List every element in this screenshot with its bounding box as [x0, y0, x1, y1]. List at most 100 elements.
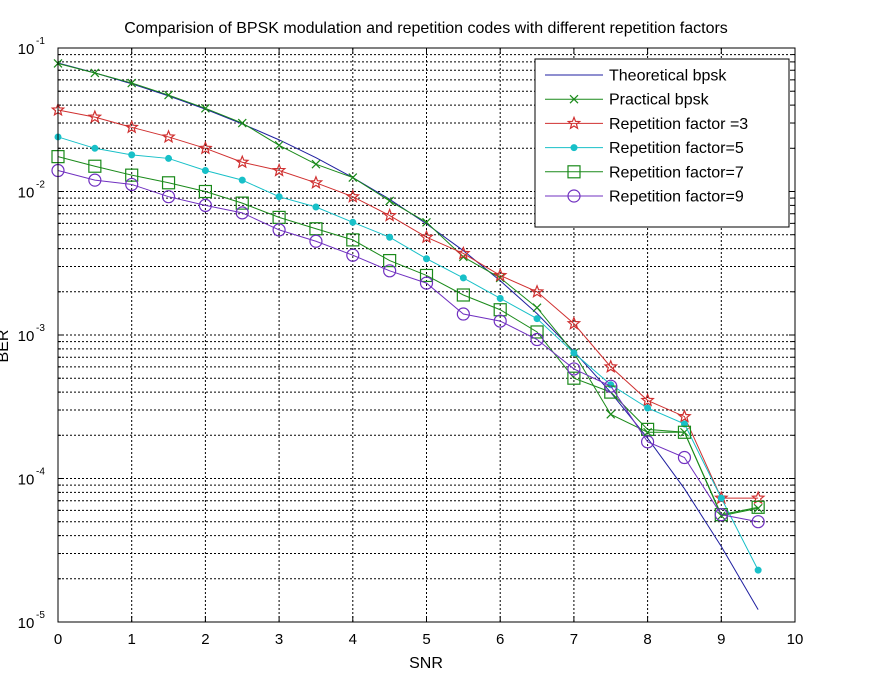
y-tick-exponent: -5	[36, 610, 45, 621]
series-group	[50, 59, 766, 610]
data-point	[567, 189, 581, 203]
data-point	[311, 159, 321, 169]
legend-entry: Theoretical bpsk	[545, 68, 727, 85]
x-tick-label: 7	[570, 631, 578, 648]
chart-title: Comparision of BPSK modulation and repet…	[124, 20, 728, 37]
data-point	[349, 218, 357, 226]
data-point	[198, 198, 212, 213]
data-point	[567, 371, 581, 385]
x-tick-label: 4	[349, 631, 357, 648]
series-line	[57, 136, 759, 571]
data-point	[124, 119, 139, 134]
data-point	[644, 404, 652, 412]
data-point	[754, 566, 762, 574]
legend-entry: Practical bpsk	[545, 92, 710, 109]
data-point	[422, 217, 431, 227]
legend-label: Repetition factor=5	[609, 140, 744, 157]
y-tick-label: 10	[18, 41, 35, 58]
legend-label: Theoretical bpsk	[609, 68, 727, 85]
legend-entry: Repetition factor=5	[545, 140, 744, 157]
data-point	[345, 189, 361, 203]
data-point	[198, 140, 213, 155]
data-point	[496, 294, 504, 302]
data-point	[348, 173, 358, 183]
data-point	[346, 248, 360, 262]
data-point	[237, 118, 247, 128]
data-point	[570, 349, 578, 357]
data-point	[530, 332, 544, 347]
data-point	[456, 245, 471, 260]
data-point	[235, 206, 249, 220]
data-point	[385, 196, 395, 206]
data-point	[200, 103, 210, 113]
y-tick-label: 10	[18, 472, 35, 489]
data-point	[382, 207, 397, 222]
data-point	[125, 168, 139, 182]
data-point	[312, 203, 320, 211]
series-line	[57, 109, 759, 499]
x-tick-label: 3	[275, 631, 283, 648]
data-point	[419, 229, 434, 244]
x-tick-label: 0	[54, 631, 62, 648]
data-point	[640, 435, 655, 449]
legend-label: Repetition factor=9	[609, 189, 744, 206]
data-point	[383, 264, 397, 278]
legend: Theoretical bpsk Practical bpsk Repetition…	[534, 58, 790, 228]
data-point	[530, 325, 544, 339]
y-tick-exponent: -1	[36, 36, 45, 47]
data-point	[680, 420, 688, 428]
legend-label: Repetition factor =3	[609, 116, 748, 133]
data-point	[493, 303, 507, 317]
data-point	[456, 288, 470, 302]
data-point	[198, 184, 212, 199]
data-point	[569, 94, 579, 104]
data-point	[161, 129, 176, 144]
data-point	[271, 162, 287, 177]
data-point	[533, 315, 541, 323]
data-point	[532, 303, 542, 313]
data-point	[235, 196, 249, 210]
data-point	[161, 190, 176, 204]
x-tick-label: 2	[201, 631, 209, 648]
data-point	[604, 379, 618, 393]
data-point	[606, 409, 616, 419]
data-point	[570, 144, 578, 152]
data-point	[677, 425, 692, 439]
data-point	[640, 392, 655, 407]
y-axis-label: BER	[0, 330, 12, 363]
x-axis-label: SNR	[409, 655, 443, 672]
data-point	[716, 511, 726, 521]
legend-entry: Repetition factor=9	[545, 189, 744, 206]
data-point	[308, 175, 324, 189]
data-point	[677, 408, 692, 423]
data-point	[386, 233, 394, 241]
data-point	[566, 316, 582, 330]
data-point	[234, 154, 250, 169]
data-point	[566, 115, 582, 130]
x-tick-label: 10	[787, 631, 804, 648]
plot-frame	[57, 47, 796, 623]
y-tick-label: 10	[18, 615, 35, 632]
data-point	[567, 362, 581, 376]
y-tick-label: 10	[18, 185, 35, 202]
x-tick-label: 5	[422, 631, 430, 648]
legend-box	[534, 58, 790, 228]
data-point	[274, 140, 284, 150]
legend-entry: Repetition factor=7	[545, 164, 744, 181]
data-point	[677, 450, 692, 465]
data-point	[309, 234, 323, 248]
y-tick-exponent: -3	[36, 323, 45, 334]
data-point	[717, 494, 725, 502]
data-point	[90, 68, 100, 78]
x-tick-label: 6	[496, 631, 504, 648]
data-point	[125, 177, 139, 192]
data-point	[275, 193, 283, 201]
data-point	[127, 78, 137, 88]
data-point	[165, 154, 173, 162]
x-tick-label: 1	[128, 631, 136, 648]
data-point	[423, 255, 430, 263]
data-point	[419, 268, 434, 283]
series-6	[51, 163, 765, 529]
data-point	[419, 276, 434, 290]
data-point	[346, 233, 360, 247]
